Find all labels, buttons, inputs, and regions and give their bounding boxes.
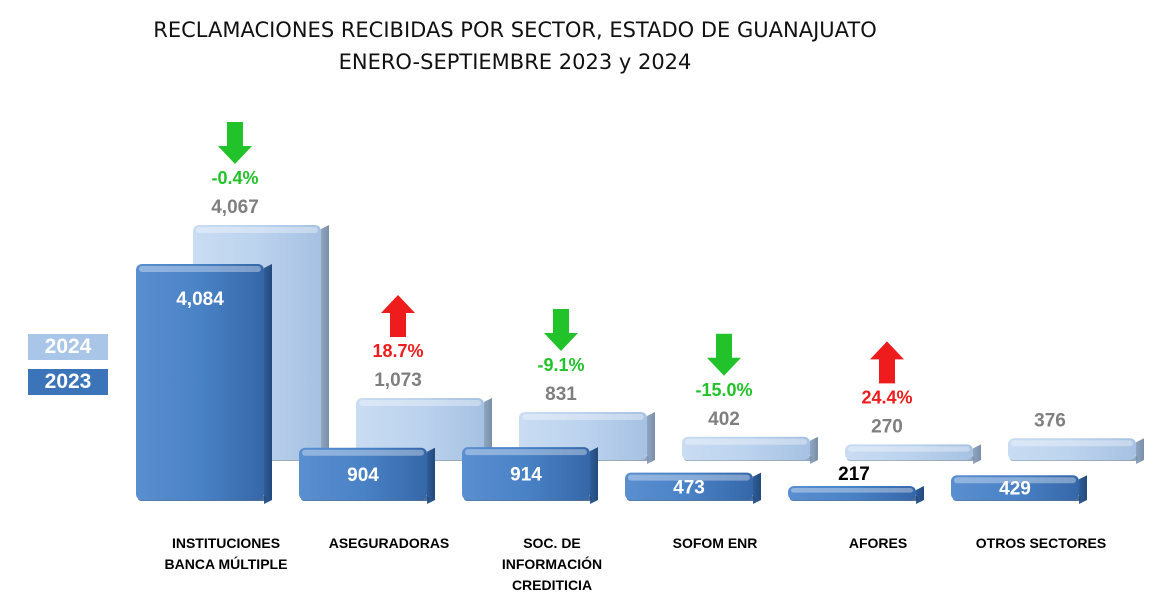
bar-2023 — [625, 472, 761, 504]
legend-2023: 2023 — [28, 369, 108, 395]
data-label-2023: 473 — [673, 477, 705, 498]
legend-2024: 2024 — [28, 334, 108, 360]
data-label-2024: 4,067 — [211, 197, 259, 218]
percent-change-label: -15.0% — [695, 380, 752, 400]
bar-2023 — [462, 447, 598, 504]
bar-2023 — [136, 264, 272, 504]
percent-change-label: -9.1% — [537, 355, 584, 375]
bar-2024 — [1008, 438, 1144, 464]
percent-change-label: 18.7% — [372, 341, 423, 361]
data-label-2023: 429 — [999, 479, 1031, 500]
data-label-2024: 402 — [708, 409, 740, 430]
bar-2023 — [951, 475, 1087, 504]
bar-2023 — [788, 486, 924, 504]
data-label-2023: 914 — [510, 465, 542, 486]
bar-2024 — [682, 436, 818, 464]
category-label: SOC. DE INFORMACIÓN CREDITICIA — [502, 535, 602, 593]
data-label-2024: 1,073 — [374, 370, 422, 391]
data-label-2023: 904 — [347, 465, 379, 486]
data-label-2024: 831 — [545, 384, 577, 405]
category-label: ASEGURADORAS — [329, 535, 450, 551]
category-label: SOFOM ENR — [673, 535, 758, 551]
bar-2023 — [299, 447, 435, 504]
arrow-down-icon — [707, 333, 741, 376]
data-label-2024: 270 — [871, 416, 903, 437]
category-label: INSTITUCIONES BANCA MÚLTIPLE — [165, 535, 288, 572]
data-label-2023: 4,084 — [176, 289, 224, 310]
arrow-up-icon — [381, 294, 415, 337]
category-label: AFORES — [849, 535, 907, 551]
percent-change-label: -0.4% — [211, 168, 258, 188]
category-label: OTROS SECTORES — [976, 535, 1106, 551]
chart-title-line-2: ENERO-SEPTIEMBRE 2023 y 2024 — [338, 50, 692, 74]
percent-change-label: 24.4% — [861, 387, 912, 407]
arrow-down-icon — [218, 121, 252, 164]
chart-title-line-1: RECLAMACIONES RECIBIDAS POR SECTOR, ESTA… — [153, 18, 877, 42]
arrow-up-icon — [870, 341, 904, 384]
data-label-2023: 217 — [838, 464, 870, 485]
bar-2024 — [845, 444, 981, 464]
arrow-down-icon — [544, 308, 578, 351]
data-label-2024: 376 — [1034, 410, 1066, 431]
